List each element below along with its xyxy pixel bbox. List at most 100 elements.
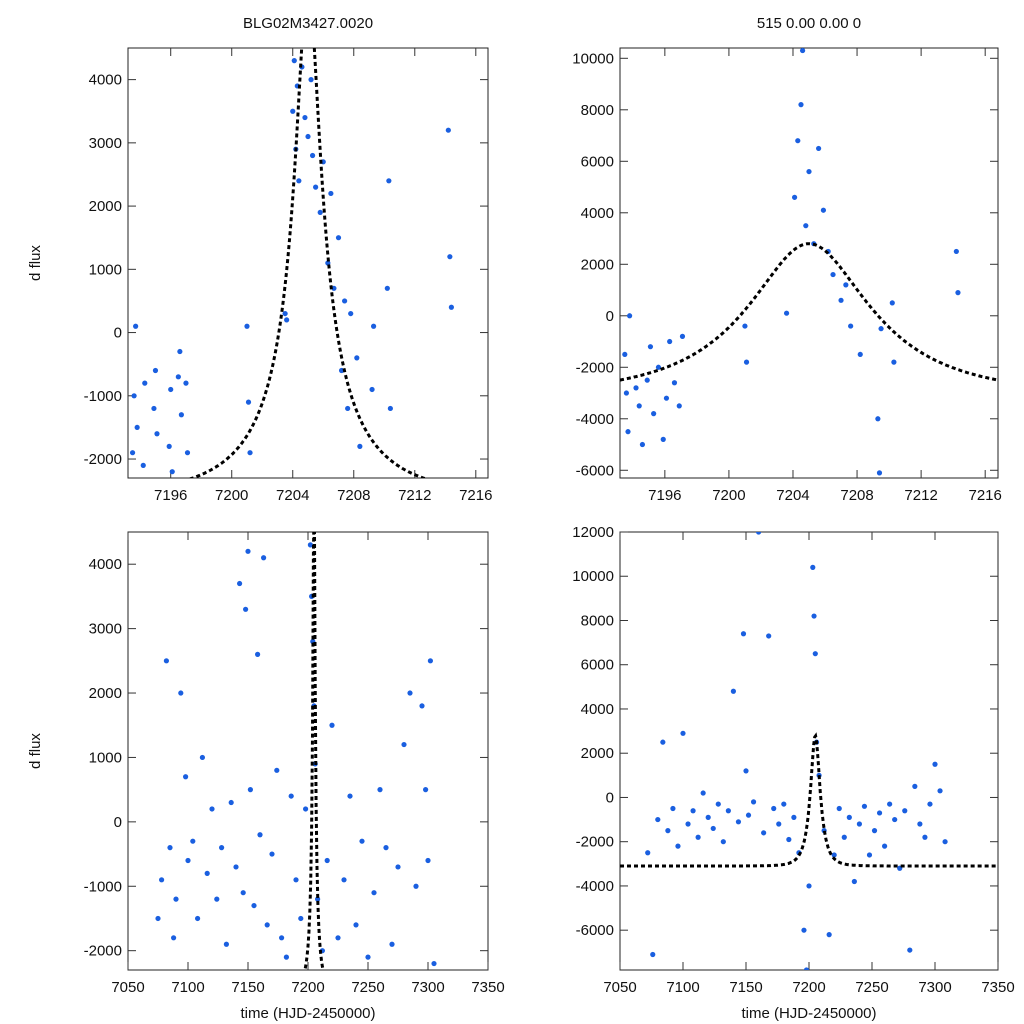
data-point	[298, 915, 304, 922]
data-point	[448, 304, 454, 310]
data-point	[660, 436, 666, 442]
data-point	[307, 542, 313, 548]
data-point	[685, 821, 691, 827]
data-layer	[155, 532, 437, 970]
y-tick-label: 10000	[572, 568, 614, 585]
data-point	[830, 271, 836, 278]
data-point	[204, 870, 210, 876]
y-tick-label: 8000	[581, 102, 614, 119]
data-point	[675, 843, 681, 849]
data-point	[665, 828, 671, 834]
data-point	[255, 651, 261, 657]
x-tick-label: 7050	[603, 979, 636, 996]
data-layer	[129, 48, 454, 478]
data-point	[876, 810, 883, 816]
data-point	[810, 564, 816, 570]
data-point	[776, 821, 782, 827]
data-point	[771, 805, 777, 812]
data-point	[228, 799, 234, 806]
data-point	[261, 555, 267, 561]
x-tick-label: 7204	[776, 487, 809, 504]
data-point	[710, 825, 716, 832]
x-tick-label: 7208	[337, 487, 370, 504]
data-point	[274, 767, 280, 773]
data-point	[806, 883, 812, 889]
data-point	[240, 890, 246, 896]
data-point	[831, 852, 837, 858]
data-point	[247, 450, 253, 456]
data-point	[331, 285, 337, 291]
data-point	[639, 441, 646, 448]
chart-panel-1: -2000 -1000 0 1000 2000 3000 4000 7196 7200 7204 7…	[27, 15, 492, 504]
data-point	[386, 178, 392, 184]
y-tick-label: 4000	[581, 205, 614, 222]
y-tick-label: 2000	[89, 685, 122, 702]
data-point	[679, 333, 686, 339]
data-point	[932, 761, 938, 767]
chart-title: BLG02M3427.0020	[243, 15, 373, 32]
data-point	[219, 845, 225, 851]
data-layer	[620, 532, 998, 970]
x-tick-label: 7196	[154, 487, 187, 504]
data-point	[325, 260, 331, 266]
data-point	[799, 48, 806, 54]
data-point	[836, 805, 842, 812]
data-point	[257, 832, 263, 838]
plot-frame	[619, 531, 999, 971]
data-point	[342, 298, 348, 304]
x-tick-label: 7100	[171, 979, 204, 996]
y-tick-label: 3000	[89, 135, 122, 152]
data-point	[184, 450, 191, 456]
data-point	[183, 380, 189, 386]
data-point	[651, 411, 657, 417]
y-tick-label: -6000	[576, 462, 614, 479]
x-tick-label: 7200	[792, 979, 825, 996]
data-point	[735, 819, 742, 825]
data-point	[700, 790, 706, 796]
data-point	[766, 633, 772, 639]
data-point	[195, 915, 201, 922]
data-point	[369, 386, 375, 393]
data-point	[720, 839, 726, 845]
data-point	[328, 190, 334, 197]
data-point	[167, 845, 173, 851]
data-point	[384, 285, 390, 291]
data-point	[745, 812, 752, 818]
x-tick-label: 7200	[291, 979, 324, 996]
x-tick-label: 7350	[471, 979, 504, 996]
y-tick-label: 3000	[89, 621, 122, 638]
y-axis-label: d flux	[27, 733, 44, 769]
data-point	[806, 168, 812, 175]
data-point	[803, 967, 810, 970]
data-point	[750, 799, 757, 805]
data-point	[644, 377, 650, 383]
y-tick-label: -1000	[84, 388, 122, 405]
data-point	[781, 801, 787, 807]
data-point	[841, 834, 847, 840]
data-point	[871, 828, 878, 834]
data-point	[861, 803, 868, 809]
data-point	[671, 380, 678, 386]
data-point	[178, 690, 184, 696]
data-point	[251, 902, 257, 909]
data-point	[431, 960, 437, 967]
y-tick-label: -1000	[84, 878, 122, 895]
data-point	[645, 850, 651, 856]
data-point	[345, 405, 351, 412]
data-point	[302, 114, 308, 121]
data-point	[820, 207, 827, 213]
data-point	[423, 787, 429, 793]
data-point	[843, 282, 849, 288]
data-point	[140, 462, 146, 468]
x-tick-label: 7150	[729, 979, 762, 996]
y-tick-label: 2000	[581, 256, 614, 273]
y-axis-label: d flux	[27, 245, 44, 281]
data-point	[447, 254, 453, 260]
data-point	[134, 424, 140, 431]
y-tick-label: -4000	[576, 878, 614, 895]
x-tick-label: 7300	[918, 979, 951, 996]
y-tick-label: 6000	[581, 153, 614, 170]
x-tick-label: 7250	[351, 979, 384, 996]
data-point	[245, 399, 252, 405]
data-point	[383, 845, 389, 851]
